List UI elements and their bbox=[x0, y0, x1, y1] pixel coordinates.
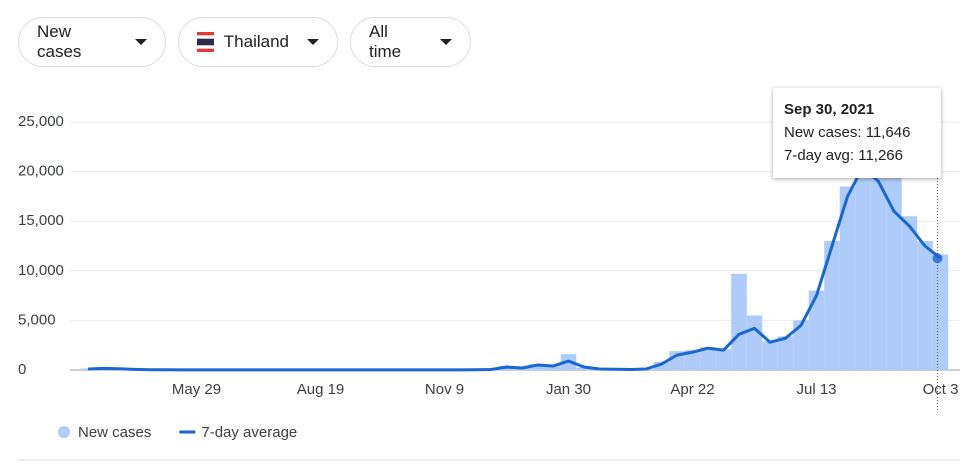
bar bbox=[95, 368, 112, 370]
bar bbox=[669, 351, 685, 370]
y-tick-label: 10,000 bbox=[18, 262, 64, 279]
metric-dropdown[interactable]: New cases bbox=[18, 17, 166, 67]
tooltip: Sep 30, 2021 New cases: 11,646 7-day avg… bbox=[773, 88, 941, 178]
y-tick-label: 0 bbox=[18, 361, 26, 378]
bar bbox=[498, 366, 515, 370]
flag bbox=[197, 32, 214, 52]
bar bbox=[901, 216, 918, 370]
bar bbox=[607, 369, 623, 370]
bar bbox=[839, 186, 856, 370]
x-tick-label: Aug 19 bbox=[297, 381, 345, 398]
bar bbox=[932, 254, 949, 370]
bar bbox=[576, 367, 592, 370]
bar bbox=[700, 347, 716, 370]
bar bbox=[111, 369, 127, 370]
bar bbox=[653, 362, 670, 370]
tooltip-title: Sep 30, 2021 bbox=[784, 101, 875, 118]
bar bbox=[824, 241, 840, 370]
x-tick-label: Jan 30 bbox=[546, 381, 591, 398]
country-label: Thailand bbox=[223, 32, 289, 51]
y-tick-label: 5,000 bbox=[18, 311, 56, 328]
bar bbox=[917, 241, 933, 370]
tooltip-line: 7-day avg: 11,266 bbox=[784, 147, 903, 164]
bar bbox=[762, 341, 778, 370]
bar bbox=[638, 368, 654, 370]
y-tick-label: 15,000 bbox=[18, 212, 64, 229]
tooltip-line: New cases: 11,646 bbox=[784, 124, 911, 141]
y-tick-label: 20,000 bbox=[18, 163, 64, 180]
bar bbox=[483, 369, 499, 370]
x-tick-label: May 29 bbox=[172, 381, 221, 398]
x-tick-label: Nov 9 bbox=[425, 381, 464, 398]
bar bbox=[731, 273, 747, 370]
bar bbox=[793, 320, 809, 370]
bar bbox=[808, 290, 825, 370]
country-dropdown[interactable]: Thailand bbox=[178, 17, 338, 67]
legend-swatch bbox=[58, 426, 70, 438]
range-label: All time bbox=[369, 22, 402, 61]
bar bbox=[746, 315, 763, 370]
line bbox=[87, 165, 942, 372]
bar bbox=[80, 368, 96, 370]
bar bbox=[715, 349, 732, 370]
x-tick-label: Apr 22 bbox=[670, 381, 714, 398]
y-tick-label: 25,000 bbox=[18, 113, 64, 130]
bar bbox=[855, 161, 871, 370]
legend-label: New cases bbox=[78, 424, 151, 441]
bar bbox=[886, 176, 902, 370]
bar bbox=[870, 171, 887, 370]
bar bbox=[514, 367, 530, 370]
x-tick-label: Oct 3 bbox=[923, 381, 959, 398]
bar bbox=[529, 364, 546, 370]
bar bbox=[545, 365, 561, 370]
x-tick-label: Jul 13 bbox=[796, 381, 836, 398]
hover-dot bbox=[932, 253, 943, 264]
bar bbox=[560, 354, 577, 370]
bar bbox=[777, 336, 794, 370]
bar bbox=[684, 350, 701, 370]
legend-label: 7-day average bbox=[201, 424, 297, 441]
range-dropdown[interactable]: All time bbox=[350, 17, 471, 67]
bar bbox=[591, 369, 608, 370]
metric-label: New cases bbox=[37, 22, 82, 61]
